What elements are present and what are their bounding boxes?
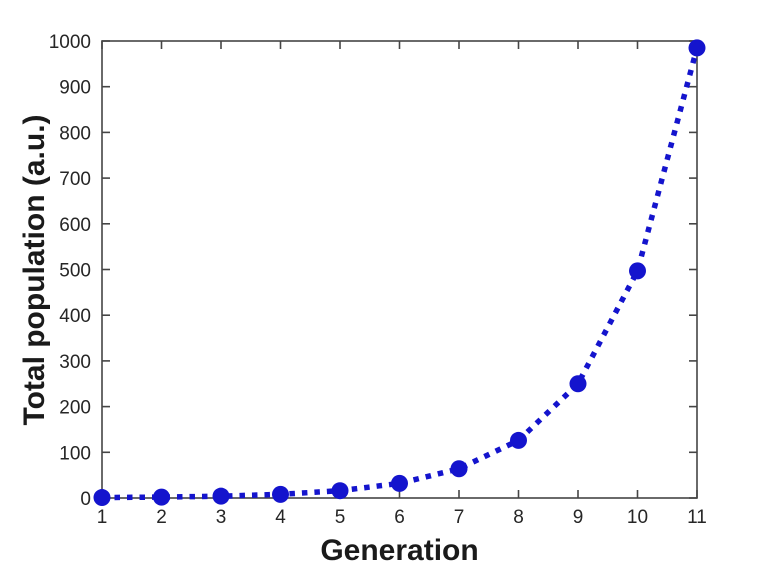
- data-point-gen-8: [510, 431, 527, 449]
- x-tick-label: 10: [627, 507, 648, 528]
- y-tick-label: 900: [59, 78, 91, 99]
- x-tick-label: 7: [454, 507, 465, 528]
- x-tick-label: 2: [156, 507, 167, 528]
- y-tick-label: 500: [59, 261, 91, 282]
- y-tick-label: 600: [59, 215, 91, 236]
- y-tick-label: 800: [59, 123, 91, 144]
- data-point-gen-10: [629, 262, 646, 280]
- y-tick-label: 1000: [49, 32, 91, 53]
- y-tick-label: 100: [59, 443, 91, 464]
- y-tick-label: 300: [59, 352, 91, 373]
- y-tick-label: 400: [59, 306, 91, 327]
- data-point-gen-6: [391, 474, 408, 492]
- plot-area: 0 100 200 300 400 500 600 700 800 900 1000 1 2 3 4 5 6 7 8…: [49, 32, 707, 528]
- x-tick-label: 1: [97, 507, 108, 528]
- axes-box: [101, 40, 698, 499]
- y-tick-label: 700: [59, 169, 91, 190]
- y-tick-label: 200: [59, 398, 91, 419]
- data-point-gen-4: [272, 485, 289, 503]
- x-tick-label: 11: [687, 507, 707, 528]
- x-tick-label: 5: [335, 507, 346, 528]
- y-axis-label: Total population (a.u.): [18, 114, 51, 425]
- data-point-gen-3: [212, 487, 230, 505]
- y-tick-label: 0: [80, 489, 91, 510]
- x-axis-label: Generation: [320, 534, 478, 567]
- data-point-gen-9: [569, 375, 587, 393]
- x-tick-label: 4: [275, 507, 286, 528]
- data-point-gen-5: [331, 482, 349, 500]
- data-point-gen-7: [450, 460, 468, 478]
- x-tick-label: 3: [216, 507, 227, 528]
- data-point-gen-2: [153, 488, 170, 506]
- data-point-gen-11: [688, 39, 706, 57]
- x-tick-label: 9: [573, 507, 584, 528]
- series-line: [101, 47, 700, 501]
- data-point-gen-1: [93, 489, 111, 507]
- x-tick-label: 8: [513, 507, 524, 528]
- x-tick-label: 6: [394, 507, 405, 528]
